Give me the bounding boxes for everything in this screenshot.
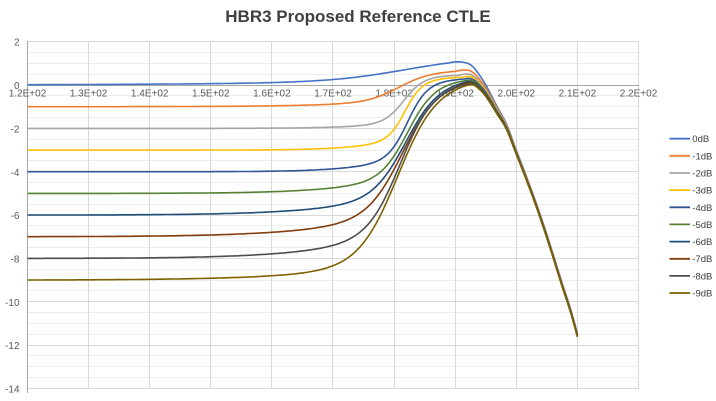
svg-text:1.4E+02: 1.4E+02 <box>131 89 169 100</box>
svg-text:-8: -8 <box>11 254 20 265</box>
svg-text:1.9E+02: 1.9E+02 <box>436 89 474 100</box>
svg-text:1.5E+02: 1.5E+02 <box>192 89 230 100</box>
svg-text:1.3E+02: 1.3E+02 <box>70 89 108 100</box>
svg-text:1.7E+02: 1.7E+02 <box>314 89 352 100</box>
svg-text:2.0E+02: 2.0E+02 <box>498 89 536 100</box>
svg-text:-3dB: -3dB <box>692 186 712 197</box>
svg-text:-9dB: -9dB <box>692 289 712 300</box>
svg-text:2: 2 <box>14 38 20 49</box>
svg-text:-10: -10 <box>5 298 20 309</box>
svg-text:-7dB: -7dB <box>692 254 712 265</box>
svg-text:-2dB: -2dB <box>692 169 712 180</box>
svg-text:-5dB: -5dB <box>692 220 712 231</box>
svg-text:2.2E+02: 2.2E+02 <box>620 89 658 100</box>
svg-text:-6: -6 <box>11 211 20 222</box>
svg-text:-8dB: -8dB <box>692 271 712 282</box>
svg-text:-14: -14 <box>5 385 20 396</box>
svg-text:1.8E+02: 1.8E+02 <box>375 89 413 100</box>
svg-text:-4dB: -4dB <box>692 203 712 214</box>
svg-text:0dB: 0dB <box>692 134 709 145</box>
svg-text:-1dB: -1dB <box>692 151 712 162</box>
svg-text:-2: -2 <box>11 124 20 135</box>
svg-text:0: 0 <box>14 81 20 92</box>
svg-text:-12: -12 <box>5 341 20 352</box>
svg-text:1.6E+02: 1.6E+02 <box>253 89 291 100</box>
svg-text:-4: -4 <box>11 168 20 179</box>
svg-text:2.1E+02: 2.1E+02 <box>559 89 597 100</box>
svg-text:1.2E+02: 1.2E+02 <box>9 89 47 100</box>
svg-text:-6dB: -6dB <box>692 237 712 248</box>
